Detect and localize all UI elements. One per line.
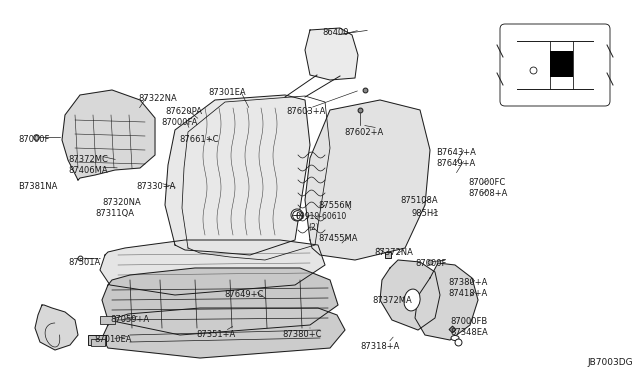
Text: (2): (2) — [308, 223, 319, 232]
Text: 87608+A: 87608+A — [468, 189, 508, 198]
Text: 87322NA: 87322NA — [138, 94, 177, 103]
Text: 87372NA: 87372NA — [374, 248, 413, 257]
Bar — [100, 316, 115, 324]
Text: 87320NA: 87320NA — [102, 198, 141, 207]
Polygon shape — [62, 90, 155, 180]
Text: 87318+A: 87318+A — [360, 342, 399, 351]
Text: 87301EA: 87301EA — [208, 88, 246, 97]
Polygon shape — [305, 100, 430, 260]
Text: 875108A: 875108A — [400, 196, 438, 205]
Text: 87661+C: 87661+C — [179, 135, 218, 144]
Text: 87000FC: 87000FC — [468, 178, 505, 187]
Polygon shape — [102, 308, 345, 358]
Text: 87603+A: 87603+A — [286, 107, 325, 116]
Polygon shape — [102, 268, 338, 335]
Text: 87348EA: 87348EA — [450, 328, 488, 337]
Text: 86400: 86400 — [322, 28, 349, 37]
Text: 87455MA: 87455MA — [318, 234, 358, 243]
Text: 87380+A: 87380+A — [448, 278, 488, 287]
Text: 87000F: 87000F — [18, 135, 49, 144]
Text: B7381NA: B7381NA — [18, 182, 58, 191]
Text: 87602+A: 87602+A — [344, 128, 383, 137]
Text: 87372MC: 87372MC — [68, 155, 108, 164]
FancyBboxPatch shape — [500, 24, 610, 106]
Bar — [91, 339, 105, 346]
Text: 87059+A: 87059+A — [110, 315, 149, 324]
Text: 87556M: 87556M — [318, 201, 352, 210]
Text: 87380+C: 87380+C — [282, 330, 321, 339]
Text: 87010EA: 87010EA — [94, 335, 131, 344]
Circle shape — [291, 209, 303, 221]
Text: 09919-60610: 09919-60610 — [296, 212, 348, 221]
Polygon shape — [165, 95, 310, 255]
Text: 87501A: 87501A — [68, 258, 100, 267]
Text: 87372MA: 87372MA — [372, 296, 412, 305]
Text: JB7003DG: JB7003DG — [587, 358, 632, 367]
Polygon shape — [35, 305, 78, 350]
Ellipse shape — [451, 336, 459, 340]
Polygon shape — [305, 28, 358, 80]
Text: 87311QA: 87311QA — [95, 209, 134, 218]
Polygon shape — [380, 260, 440, 330]
Text: 87000FA: 87000FA — [161, 118, 197, 127]
Text: 87330+A: 87330+A — [136, 182, 175, 191]
Text: 87649+C: 87649+C — [224, 290, 264, 299]
Bar — [550, 51, 573, 77]
Text: 87351+A: 87351+A — [196, 330, 236, 339]
Polygon shape — [100, 240, 325, 295]
Text: 87000FB: 87000FB — [450, 317, 487, 326]
Bar — [88, 335, 106, 345]
Text: 87406MA: 87406MA — [68, 166, 108, 175]
Text: 87620PA: 87620PA — [165, 107, 202, 116]
Polygon shape — [415, 263, 478, 340]
Text: 87000F: 87000F — [415, 259, 446, 268]
Ellipse shape — [404, 289, 420, 311]
Text: B7643+A: B7643+A — [436, 148, 476, 157]
Text: 87418+A: 87418+A — [448, 289, 487, 298]
Text: 985H1: 985H1 — [411, 209, 438, 218]
Text: 87649+A: 87649+A — [436, 159, 476, 168]
